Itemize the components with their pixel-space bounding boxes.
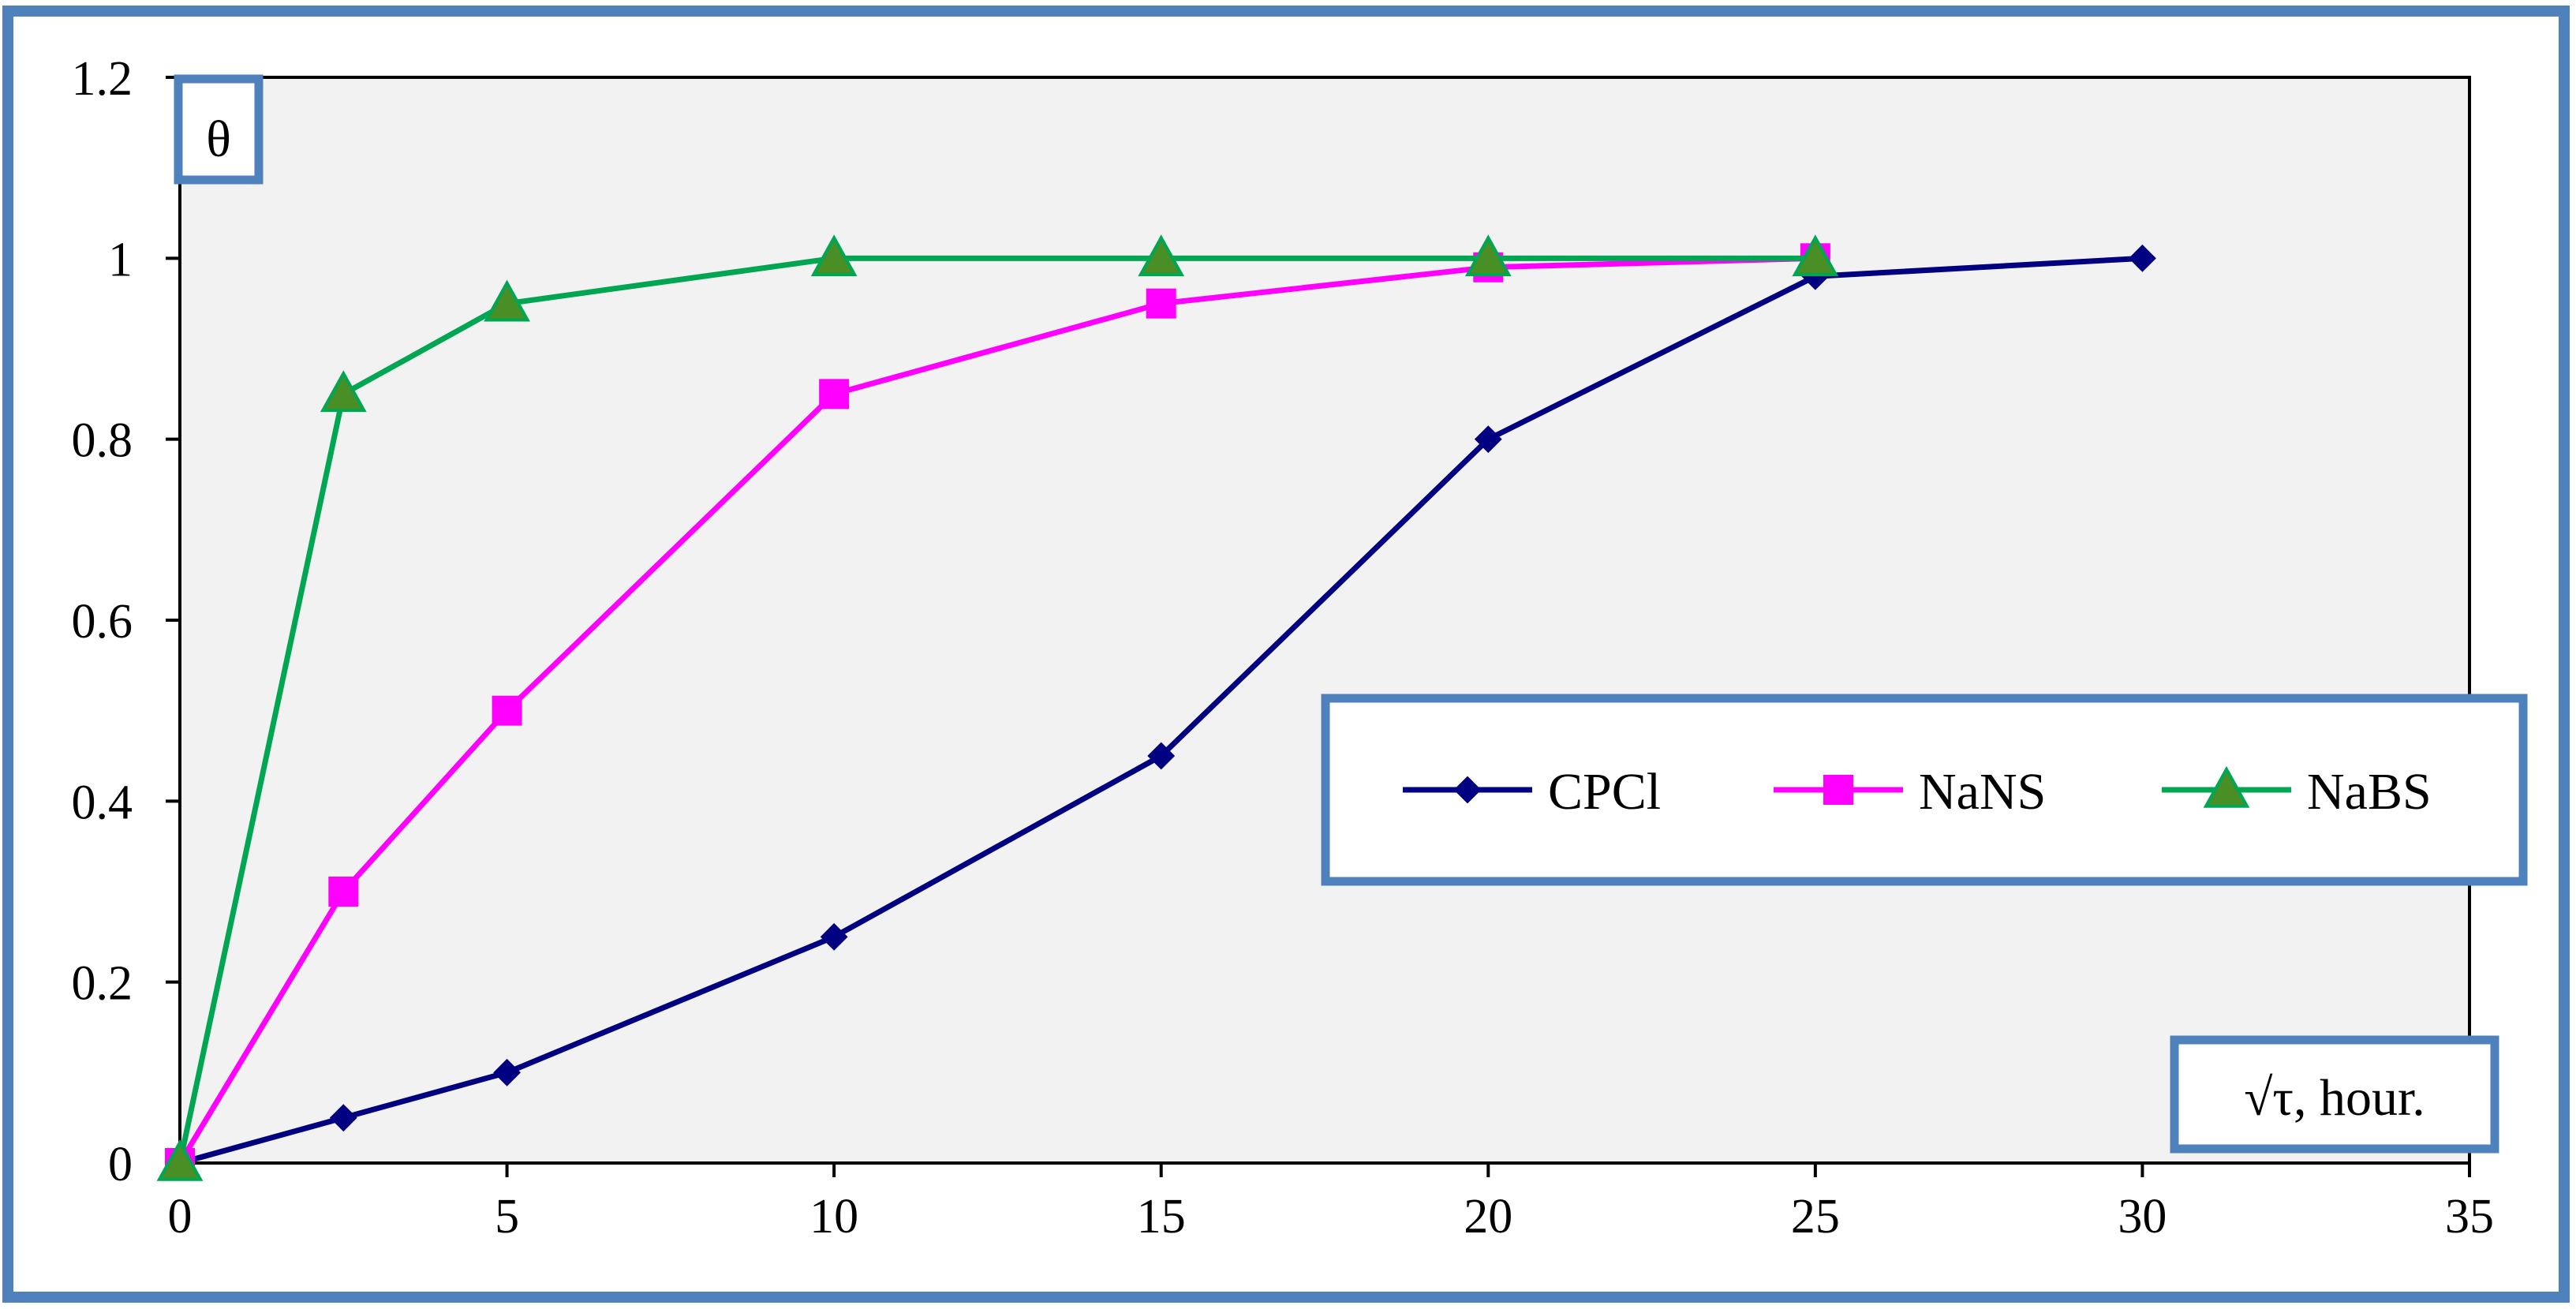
y-tick-label: 0.4	[72, 776, 133, 829]
legend-swatch-marker	[2203, 765, 2250, 808]
data-point-nabs	[810, 234, 858, 277]
x-tick-label: 10	[809, 1190, 858, 1244]
legend: CPCl NaNS NaBS	[1321, 694, 2528, 886]
legend-swatch-marker	[1823, 775, 1853, 805]
series-layer	[156, 234, 2156, 1181]
series-nabs	[156, 234, 1839, 1181]
y-tick-label: 1	[108, 233, 133, 286]
data-point-cpcl	[329, 1104, 357, 1132]
data-point-cpcl	[820, 922, 848, 951]
y-tick-label: 0	[108, 1138, 133, 1191]
y-tick-label: 0.8	[72, 414, 133, 468]
x-tick-label: 5	[495, 1190, 519, 1244]
x-axis-label-box: √τ, hour.	[2170, 1035, 2499, 1154]
y-tick-label: 0.2	[72, 957, 133, 1011]
data-point-nabs	[156, 1139, 204, 1181]
data-point-nans	[328, 877, 359, 907]
data-point-cpcl	[2129, 244, 2156, 272]
legend-swatch-marker	[1453, 776, 1482, 804]
y-axis-label-box: θ	[174, 74, 264, 185]
x-axis-label-frame	[2170, 1035, 2499, 1154]
data-point-cpcl	[1474, 425, 1502, 454]
legend-label: NaBS	[2307, 763, 2432, 821]
legend-item-nabs: NaBS	[2162, 763, 2432, 821]
data-point-cpcl	[1147, 742, 1176, 770]
legend-label: NaNS	[1919, 763, 2046, 821]
x-tick-label: 20	[1464, 1190, 1512, 1244]
legend-item-cpcl: CPCl	[1403, 763, 1661, 821]
legend-items: CPCl NaNS NaBS	[1403, 763, 2432, 821]
data-point-nabs	[484, 279, 530, 322]
x-tick-labels: 0 5 10 15 20 25 30 35	[168, 1190, 2495, 1244]
data-point-nans	[1146, 288, 1176, 319]
x-tick-label: 25	[1791, 1190, 1840, 1244]
y-tick-label: 1.2	[72, 52, 133, 106]
x-tick-label: 30	[2118, 1190, 2167, 1244]
x-tick-label: 15	[1137, 1190, 1186, 1244]
data-point-nabs	[320, 370, 367, 413]
y-axis-label: θ	[206, 110, 231, 168]
data-point-cpcl	[493, 1058, 521, 1086]
series-line-cpcl	[179, 255, 2143, 1166]
x-tick-label: 35	[2445, 1190, 2494, 1244]
data-point-nabs	[1464, 234, 1512, 277]
data-point-nabs	[1138, 234, 1185, 277]
y-tick-labels: 0 0.2 0.4 0.6 0.8 1 1.2	[72, 52, 133, 1191]
y-tick-label: 0.6	[72, 595, 133, 649]
series-cpcl	[166, 244, 2156, 1177]
data-point-nans	[819, 379, 850, 410]
legend-label: CPCl	[1548, 763, 1661, 821]
data-point-nans	[492, 695, 522, 726]
x-tick-label: 0	[168, 1190, 193, 1244]
x-axis-label: √τ, hour.	[2244, 1069, 2425, 1127]
plot-area	[178, 76, 2471, 1165]
y-axis-label-frame	[174, 74, 264, 185]
legend-item-nans: NaNS	[1774, 763, 2046, 821]
data-point-nabs	[1792, 234, 1839, 277]
